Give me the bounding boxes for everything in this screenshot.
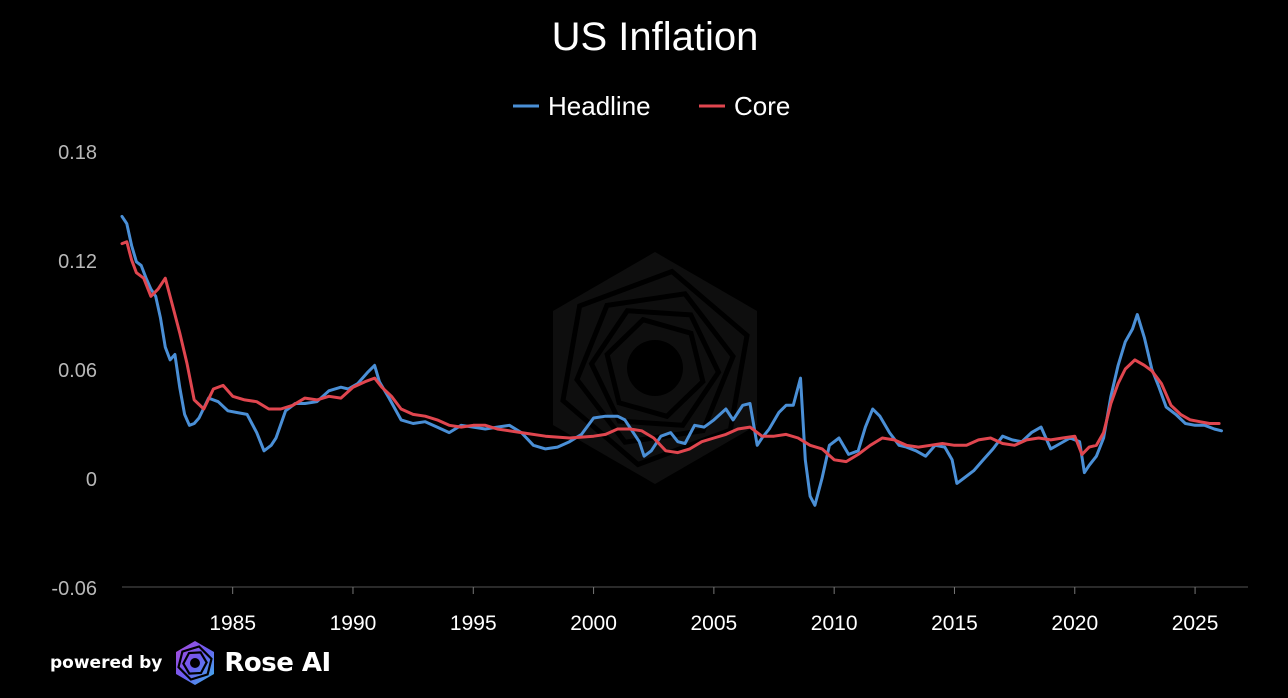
y-tick-label: -0.06 [51, 578, 97, 600]
x-tick-label: 1990 [330, 612, 377, 635]
x-tick-label: 2025 [1172, 612, 1219, 635]
powered-by-label: powered by [50, 653, 163, 673]
series-line-headline [120, 214, 1223, 507]
series-group [120, 214, 1223, 507]
legend-label-core: Core [734, 91, 790, 121]
brand-name: Rose AI [224, 648, 331, 678]
x-tick-label: 2000 [570, 612, 617, 635]
watermark-hexagon [553, 252, 757, 484]
series-line-core [120, 240, 1221, 464]
x-tick-label: 2005 [691, 612, 738, 635]
x-tick-label: 1995 [450, 612, 497, 635]
y-tick-label: 0.12 [58, 251, 97, 273]
x-tick-label: 2010 [811, 612, 858, 635]
y-tick-label: 0 [86, 469, 97, 491]
rose-ai-logo-icon [176, 641, 215, 685]
chart-title: US Inflation [552, 15, 759, 59]
x-tick-label: 2015 [931, 612, 978, 635]
legend: Headline Core [513, 91, 790, 121]
axes: -0.06 0 0.06 0.12 0.18 1985 1990 1995 2000 2005 20… [51, 142, 1248, 635]
footer: powered by Rose AI [50, 640, 331, 686]
chart: US Inflation Headline Core -0.06 0 0.06 0.12… [51, 15, 1248, 635]
y-tick-label: 0.18 [58, 142, 97, 164]
legend-label-headline: Headline [548, 91, 651, 121]
x-tick-label: 2020 [1051, 612, 1098, 635]
x-tick-label: 1985 [209, 612, 256, 635]
y-tick-label: 0.06 [58, 360, 97, 382]
